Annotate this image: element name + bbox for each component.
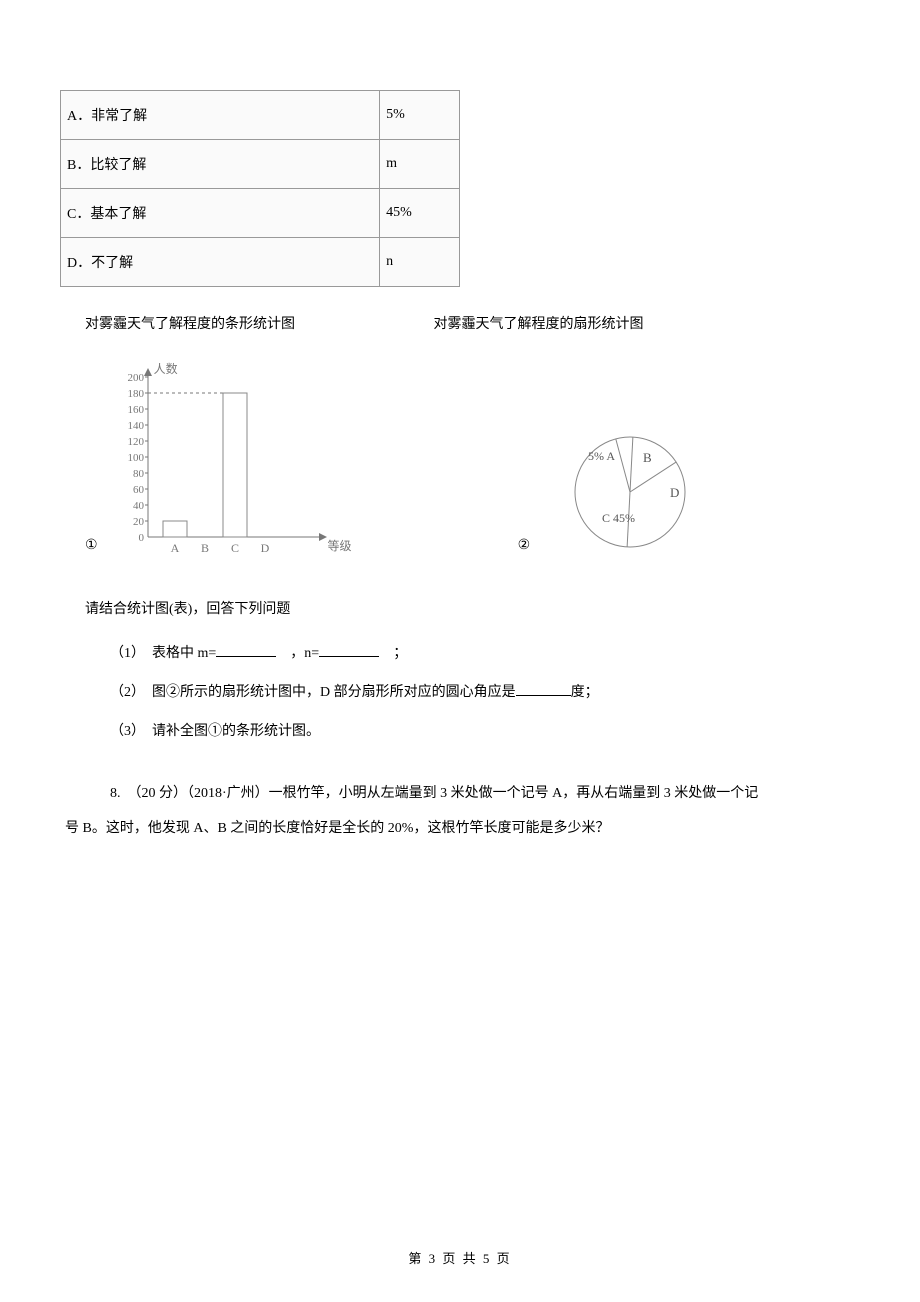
table-cell-value: 45%	[380, 189, 460, 238]
svg-text:A: A	[170, 541, 179, 555]
svg-text:120: 120	[127, 436, 144, 448]
blank-m	[216, 643, 276, 657]
table-cell-value: m	[380, 140, 460, 189]
charts-row: ① 人数 等级 0 20 40 60 80 100 120 140	[50, 362, 870, 562]
x-axis-label: 等级	[328, 537, 352, 554]
svg-text:60: 60	[133, 484, 145, 496]
question-intro: 请结合统计图(表)，回答下列问题	[85, 592, 870, 628]
svg-text:C: C	[231, 541, 239, 555]
svg-text:40: 40	[133, 500, 145, 512]
table-row: C．基本了解 45%	[61, 189, 460, 238]
table-cell-value: n	[380, 238, 460, 287]
table-cell-label: D．不了解	[61, 238, 380, 287]
chart-titles-row: 对雾霾天气了解程度的条形统计图 对雾霾天气了解程度的扇形统计图	[85, 312, 870, 337]
sub-question-3: （3） 请补全图①的条形统计图。	[110, 712, 870, 751]
haze-awareness-table: A．非常了解 5% B．比较了解 m C．基本了解 45% D．不了解 n	[60, 90, 460, 287]
q2-suffix: 度；	[571, 685, 599, 700]
table-cell-label: A．非常了解	[61, 91, 380, 140]
pie-label-c: C 45%	[602, 511, 635, 525]
sub-question-1: （1） 表格中 m= ，n= ；	[110, 634, 870, 673]
pie-chart-title: 对雾霾天气了解程度的扇形统计图	[434, 312, 644, 337]
page-footer: 第 3 页 共 5 页	[0, 1248, 920, 1267]
pie-chart-number: ②	[518, 537, 531, 554]
table-row: A．非常了解 5%	[61, 91, 460, 140]
pie-label-a: 5% A	[588, 449, 615, 463]
bar-chart: 人数 等级 0 20 40 60 80 100 120 140 160	[108, 362, 338, 562]
bar-chart-wrap: ① 人数 等级 0 20 40 60 80 100 120 140	[85, 362, 338, 562]
svg-text:20: 20	[133, 516, 145, 528]
question-8-line1: 8. （20 分）（2018·广州）一根竹竿，小明从左端量到 3 米处做一个记号…	[110, 776, 870, 811]
q1-suffix: ；	[379, 646, 407, 661]
svg-text:160: 160	[127, 404, 144, 416]
blank-angle	[516, 682, 571, 696]
table-cell-label: B．比较了解	[61, 140, 380, 189]
svg-text:D: D	[260, 541, 269, 555]
bar-chart-title: 对雾霾天气了解程度的条形统计图	[85, 312, 430, 337]
svg-text:80: 80	[133, 468, 145, 480]
question-8-line2: 号 B。这时，他发现 A、B 之间的长度恰好是全长的 20%，这根竹竿长度可能是…	[65, 811, 870, 846]
table-cell-label: C．基本了解	[61, 189, 380, 238]
q2-prefix: （2） 图②所示的扇形统计图中，D 部分扇形所对应的圆心角应是	[110, 685, 516, 700]
svg-text:140: 140	[127, 420, 144, 432]
bar-chart-number: ①	[85, 537, 98, 554]
svg-text:200: 200	[127, 372, 144, 384]
pie-label-b: B	[643, 450, 652, 465]
table-cell-value: 5%	[380, 91, 460, 140]
pie-label-d: D	[670, 485, 679, 500]
q1-prefix: （1） 表格中 m=	[110, 646, 216, 661]
svg-text:180: 180	[127, 388, 144, 400]
sub-question-2: （2） 图②所示的扇形统计图中，D 部分扇形所对应的圆心角应是 度；	[110, 673, 870, 712]
blank-n	[319, 643, 379, 657]
bar-chart-svg: 0 20 40 60 80 100 120 140 160 180 200	[108, 362, 338, 557]
svg-text:B: B	[201, 541, 209, 555]
pie-chart-svg: 5% A B D C 45%	[540, 422, 710, 562]
table-row: D．不了解 n	[61, 238, 460, 287]
table-row: B．比较了解 m	[61, 140, 460, 189]
pie-chart-wrap: ② 5% A B D C 45%	[518, 422, 711, 562]
svg-text:100: 100	[127, 452, 144, 464]
q1-mid: ，n=	[276, 646, 319, 661]
svg-text:0: 0	[138, 532, 144, 544]
y-axis-label: 人数	[154, 360, 178, 377]
